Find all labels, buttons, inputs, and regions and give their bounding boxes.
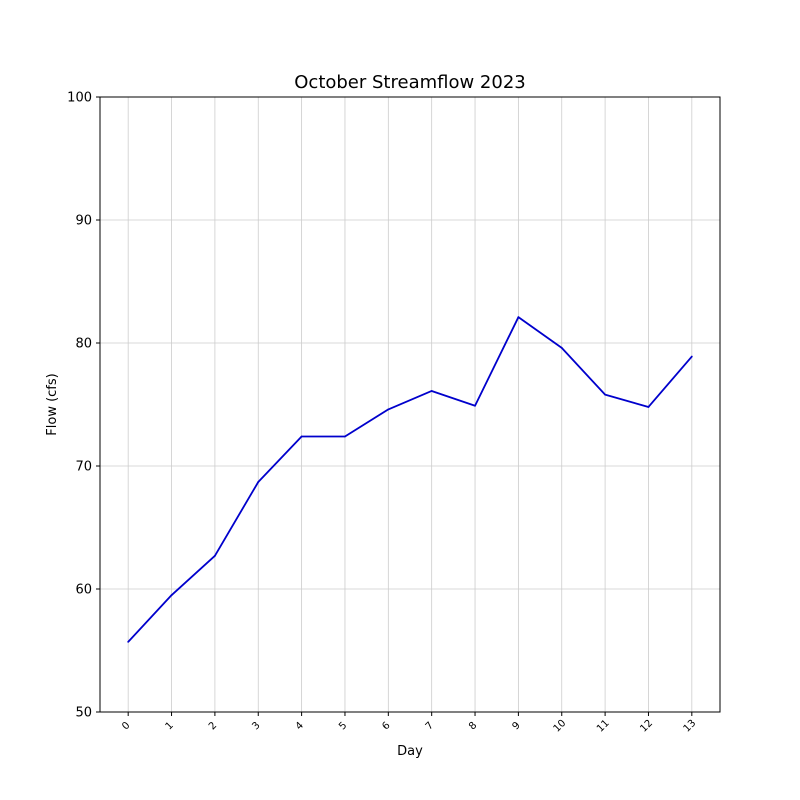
data-point [647,406,650,408]
x-tick-label: 6 [380,720,392,732]
data-point [257,481,260,483]
x-tick-label: 10 [552,718,569,735]
y-tick-label: 100 [67,91,92,106]
y-tick-label: 70 [75,460,92,475]
x-tick-label: 1 [164,720,176,732]
y-tick-label: 90 [75,214,92,229]
x-tick-label: 7 [424,720,436,732]
y-tick-label: 50 [75,706,92,721]
data-point [517,316,520,319]
x-tick-label: 5 [337,720,349,732]
data-point [474,404,476,407]
x-tick-label: 13 [682,718,699,735]
grid-layer [100,96,720,713]
y-tick-label: 80 [75,337,92,352]
data-point [560,347,563,349]
x-tick-label: 9 [510,720,522,732]
x-tick-label: 0 [120,720,132,732]
chart-title: October Streamflow 2023 [294,72,526,93]
y-axis-label: Flow (cfs) [45,373,60,435]
data-point [344,435,346,438]
data-point [170,594,173,597]
x-tick-label: 8 [467,720,479,732]
data-point [127,640,130,643]
x-tick-label: 12 [638,718,655,735]
x-tick-label: 2 [207,720,219,732]
x-tick-label: 3 [250,720,262,732]
plot-frame [99,96,721,713]
data-point [213,554,216,557]
data-point [387,408,390,411]
data-point [690,355,693,358]
data-point [430,390,433,392]
y-tick-label: 60 [75,583,92,598]
series-line [127,316,693,643]
data-point [604,393,607,396]
data-point [300,435,303,438]
x-tick-label: 11 [595,718,612,735]
series-layer [127,316,693,643]
x-axis-label: Day [397,744,423,759]
x-tick-label: 4 [294,720,306,732]
